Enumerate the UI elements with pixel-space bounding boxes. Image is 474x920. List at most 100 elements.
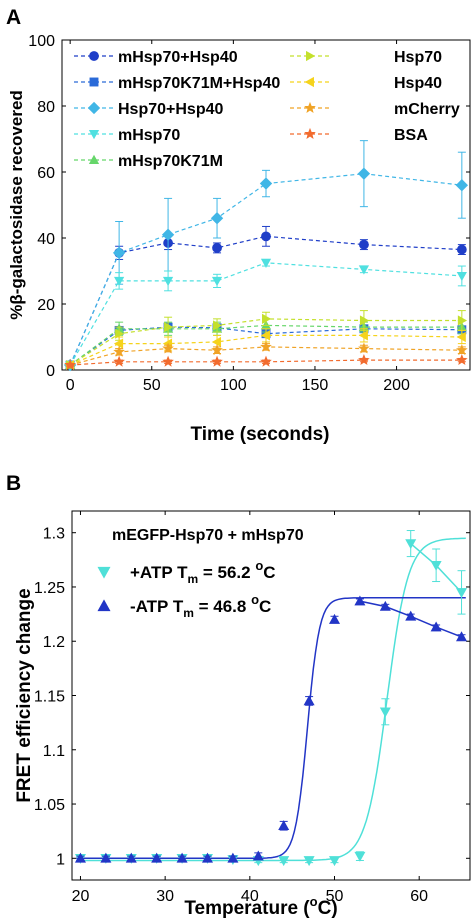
- legend-marker: [304, 101, 316, 113]
- data-point: [113, 338, 124, 349]
- legend-label-part: C: [259, 597, 271, 616]
- data-point: [278, 856, 290, 867]
- data-point: [227, 852, 239, 863]
- data-point: [212, 242, 222, 253]
- data-point: [278, 820, 290, 831]
- data-point: [456, 353, 468, 366]
- x-tick-label: 200: [383, 377, 410, 394]
- legend-label-part: C: [263, 563, 275, 582]
- data-point: [125, 852, 137, 863]
- legend-label-part: +ATP T: [130, 563, 188, 582]
- data-point: [379, 600, 391, 611]
- legend-label-part: -ATP T: [130, 597, 184, 616]
- data-point: [151, 852, 163, 863]
- y-tick-label: 40: [37, 231, 55, 248]
- x-axis-label-part: C): [318, 898, 338, 919]
- data-point: [113, 355, 125, 367]
- legend-marker: [89, 51, 99, 61]
- data-point: [211, 344, 223, 356]
- y-tick-label: 1.05: [34, 797, 65, 814]
- fit-curve: [76, 537, 466, 862]
- legend-label: mHsp70+Hsp40: [118, 49, 238, 66]
- y-tick-label: 1.15: [34, 689, 65, 706]
- data-point: [213, 320, 223, 331]
- data-point: [359, 239, 369, 250]
- data-point: [358, 353, 370, 366]
- data-point: [303, 856, 315, 867]
- y-axis-label: %β-galactosidase recovered: [7, 90, 26, 320]
- legend-label: mHsp70: [118, 127, 180, 144]
- data-point: [358, 342, 370, 354]
- panel-a-letter: A: [6, 6, 21, 29]
- y-tick-label: 1.25: [34, 580, 65, 597]
- data-point: [354, 851, 366, 862]
- legend-marker: [89, 77, 99, 87]
- data-point: [358, 265, 370, 275]
- data-point: [201, 852, 213, 863]
- data-point: [329, 856, 341, 867]
- legend-marker: [306, 50, 316, 62]
- x-tick-label: 50: [143, 377, 161, 394]
- legend-marker: [97, 599, 111, 612]
- legend-label: Hsp70+Hsp40: [118, 101, 223, 118]
- data-point: [114, 276, 125, 287]
- legend-marker: [88, 130, 100, 140]
- data-point: [430, 621, 442, 632]
- data-point: [329, 613, 341, 624]
- legend-marker: [304, 76, 314, 88]
- fit-curve: [76, 597, 466, 860]
- data-point: [358, 330, 368, 341]
- data-point: [162, 276, 174, 287]
- legend-marker: [88, 154, 100, 164]
- legend-label-part: = 56.2: [198, 563, 255, 582]
- x-tick-label: 150: [302, 377, 329, 394]
- data-point: [456, 631, 468, 642]
- data-point: [252, 850, 264, 861]
- plot-frame: [61, 39, 471, 371]
- chart-a: 0 50 100 150 200 0 20 40 60 80 100 Time (seconds) %β…: [7, 33, 471, 445]
- x-tick-label: 20: [72, 888, 90, 905]
- y-tick-label: 60: [37, 165, 55, 182]
- x-tick-label: 30: [156, 888, 174, 905]
- data-point: [113, 345, 125, 357]
- x-axis-label: Time (seconds): [190, 424, 329, 445]
- legend-marker: [304, 127, 316, 139]
- data-point: [74, 852, 86, 863]
- data-point: [211, 276, 223, 287]
- x-axis-label: Temperature (oC): [184, 894, 337, 919]
- data-point: [260, 355, 272, 367]
- y-tick-label: 80: [37, 99, 55, 116]
- data-point: [430, 560, 442, 571]
- x-axis-label-sup: o: [310, 894, 318, 909]
- y-tick-label: 1: [56, 851, 65, 868]
- data-point: [162, 342, 174, 354]
- legend-label: Hsp70: [394, 49, 442, 66]
- data-point: [64, 358, 76, 370]
- x-tick-label: 60: [410, 888, 428, 905]
- data-point: [260, 330, 270, 341]
- legend-title: mEGFP-Hsp70 + mHsp70: [112, 527, 304, 544]
- legend-label: -ATP Tm = 46.8 oC: [130, 592, 271, 620]
- data-point: [455, 179, 469, 192]
- data-point: [456, 588, 468, 599]
- legend-label: mCherry: [394, 101, 460, 118]
- chart-b: 20 30 40 50 60 1 1.05 1.1 1.15 1.2 1.25 1.3 Temperat…: [14, 510, 471, 919]
- legend-marker: [87, 101, 101, 115]
- data-point: [161, 228, 175, 241]
- legend-label-sup: o: [255, 558, 263, 573]
- legend-label: +ATP Tm = 56.2 oC: [130, 558, 276, 586]
- y-tick-label: 20: [37, 297, 55, 314]
- x-axis-label-part: Temperature (: [184, 898, 310, 919]
- data-point: [357, 167, 371, 180]
- data-point: [211, 336, 222, 348]
- data-point: [354, 595, 366, 606]
- data-point: [405, 539, 417, 550]
- data-point: [456, 344, 468, 356]
- legend-label-sub: m: [183, 606, 194, 620]
- legend-marker: [97, 566, 111, 579]
- legend-label: BSA: [394, 127, 428, 144]
- y-tick-label: 1.1: [43, 743, 65, 760]
- legend-label: mHsp70K71M+Hsp40: [118, 75, 280, 92]
- data-point: [112, 246, 126, 260]
